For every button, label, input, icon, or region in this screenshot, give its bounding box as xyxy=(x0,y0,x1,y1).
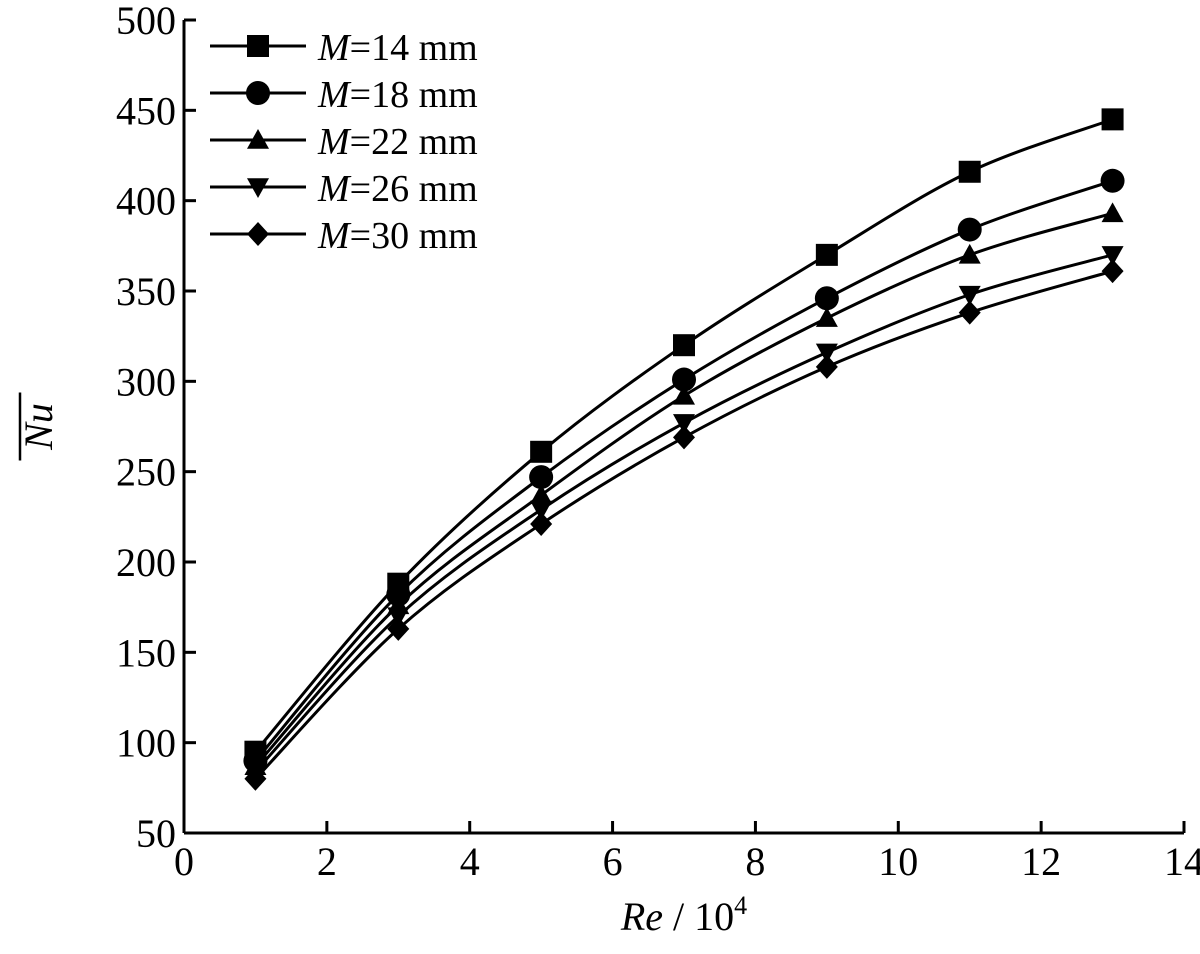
legend-label: M=26 mm xyxy=(317,168,478,210)
data-point xyxy=(814,286,839,311)
data-point xyxy=(958,300,981,325)
legend-label: M=30 mm xyxy=(317,215,478,257)
legend-label: M=22 mm xyxy=(317,121,478,163)
data-point xyxy=(957,217,982,242)
legend-marker xyxy=(247,35,269,57)
x-tick-label: 6 xyxy=(603,839,623,884)
legend-marker xyxy=(246,81,270,105)
x-tick-label: 8 xyxy=(745,839,765,884)
series-4 xyxy=(244,246,1124,783)
data-point xyxy=(673,334,695,357)
data-point xyxy=(673,425,695,450)
data-point xyxy=(1100,168,1125,193)
data-point xyxy=(1101,202,1124,223)
data-point xyxy=(958,243,981,264)
series-line xyxy=(254,211,1113,768)
legend-entry: M=30 mm xyxy=(210,215,478,257)
data-point xyxy=(673,414,695,434)
x-tick-label: 2 xyxy=(317,839,337,884)
legend-label: M=14 mm xyxy=(317,27,478,69)
x-tick-label: 12 xyxy=(1021,839,1061,884)
data-point xyxy=(244,766,267,791)
y-axis-label: Nu xyxy=(16,403,61,451)
data-point xyxy=(530,500,553,521)
series-line xyxy=(254,253,1113,773)
y-tick-label: 450 xyxy=(116,88,176,133)
x-tick-label: 14 xyxy=(1164,839,1200,884)
y-tick-label: 350 xyxy=(116,269,176,314)
data-point xyxy=(815,343,838,364)
data-point xyxy=(673,384,695,405)
y-tick-label: 150 xyxy=(116,630,176,675)
y-tick-label: 250 xyxy=(116,450,176,495)
data-point xyxy=(815,243,838,266)
y-tick-label: 400 xyxy=(116,179,176,224)
series-line xyxy=(254,179,1114,762)
y-tick-label: 50 xyxy=(136,811,176,856)
legend-entry: M=26 mm xyxy=(210,168,478,210)
data-point xyxy=(1101,108,1124,131)
legend-marker xyxy=(247,178,269,198)
data-point xyxy=(530,484,553,504)
x-tick-label: 4 xyxy=(460,839,480,884)
legend-marker xyxy=(247,222,269,246)
x-tick-label: 10 xyxy=(878,839,918,884)
series-5 xyxy=(244,259,1124,791)
series-2 xyxy=(243,168,1125,773)
data-point xyxy=(530,440,553,463)
data-point xyxy=(958,160,981,183)
x-axis-label: Re / 104 xyxy=(620,891,747,939)
data-point xyxy=(815,354,838,379)
x-tick-label: 0 xyxy=(174,839,194,884)
legend-entry: M=14 mm xyxy=(210,27,478,69)
data-point xyxy=(1101,246,1124,266)
data-point xyxy=(1101,259,1124,284)
legend-label: M=18 mm xyxy=(317,74,478,116)
data-point xyxy=(530,512,553,537)
data-point xyxy=(387,616,410,641)
axes: 0 2 4 6 8 10 12 14 50 100 150 200 250 300 350 400 450 500… xyxy=(16,0,1200,939)
data-point xyxy=(672,367,696,392)
data-point xyxy=(815,307,838,327)
series-layer xyxy=(243,108,1125,791)
y-tick-label: 300 xyxy=(116,359,176,404)
legend-entry: M=22 mm xyxy=(210,121,478,163)
y-tick-label: 200 xyxy=(116,540,176,585)
y-tick-label: 500 xyxy=(116,0,176,43)
y-tick-label: 100 xyxy=(116,721,176,766)
data-point xyxy=(529,465,554,490)
data-point xyxy=(958,285,981,306)
legend-entry: M=18 mm xyxy=(210,74,478,116)
legend: M=14 mm M=18 mm M=22 mm M=26 mm M=30 mm xyxy=(210,27,478,257)
legend-marker xyxy=(247,129,269,149)
